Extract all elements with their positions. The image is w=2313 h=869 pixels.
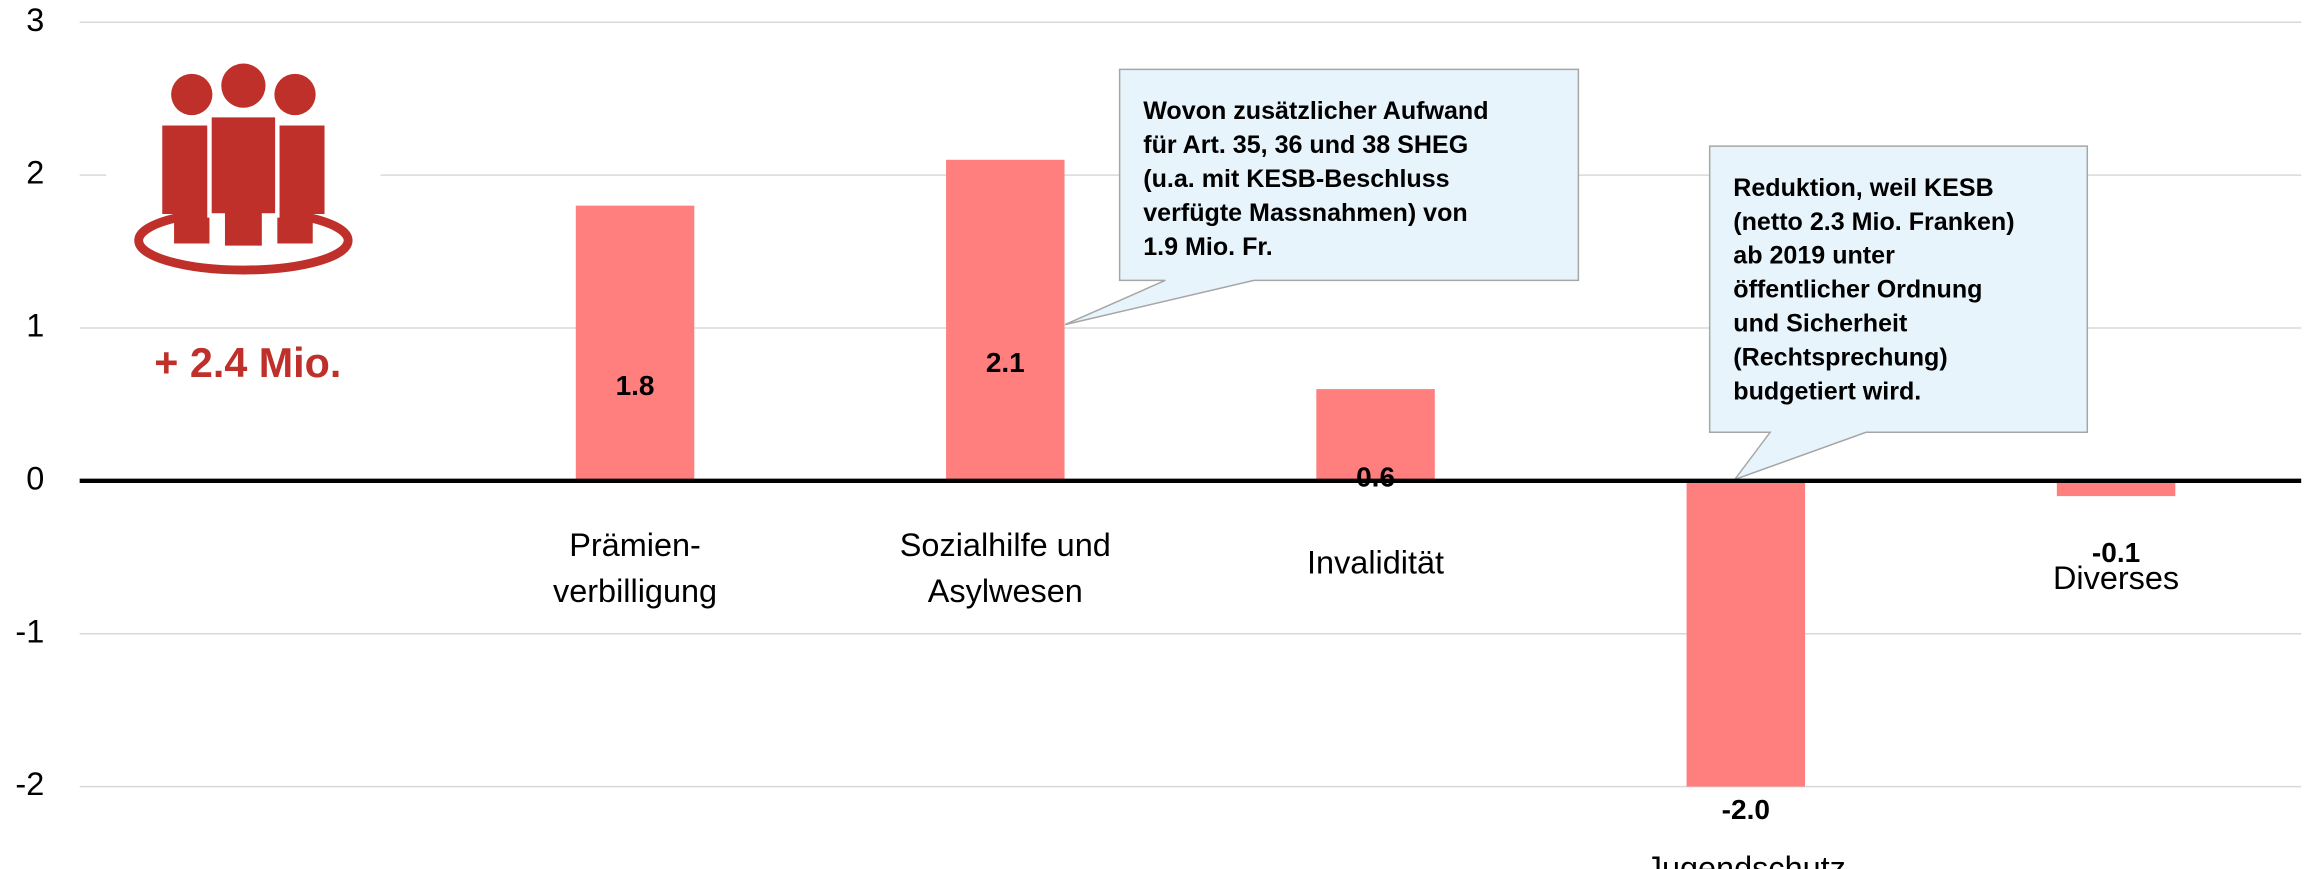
bar: [1686, 480, 1806, 787]
y-tick-label: -2: [15, 766, 44, 802]
icon-body: [265, 125, 325, 244]
value-label: 2.1: [986, 347, 1025, 378]
value-label: -2.0: [1722, 794, 1770, 825]
x-tick-label: Invalidität: [1307, 544, 1444, 580]
callout-box: [1064, 68, 1580, 326]
bar: [946, 159, 1065, 481]
y-tick-label: 2: [26, 155, 44, 191]
y-tick-label: -1: [15, 613, 44, 649]
y-tick-label: 0: [26, 460, 44, 496]
bar: [1316, 389, 1435, 481]
value-label: 0.6: [1356, 462, 1395, 493]
icon-head: [274, 73, 316, 116]
icon-body: [207, 112, 280, 251]
bar: [575, 205, 695, 481]
callout: Reduktion, weil KESB (netto 2.3 Mio. Fran…: [1708, 145, 2089, 482]
callout-box: [1708, 145, 2089, 482]
icon-head: [221, 63, 266, 108]
icon-body: [162, 125, 222, 244]
callout-text: Reduktion, weil KESB (netto 2.3 Mio. Fran…: [1733, 174, 2014, 406]
icon-head: [171, 73, 213, 116]
callout: Wovon zusätzlicher Aufwand für Art. 35, 3…: [1064, 68, 1580, 326]
people-icon: [106, 59, 381, 296]
x-tick-label: Diverses: [2053, 560, 2179, 596]
x-tick-label: Sozialhilfe und Asylwesen: [900, 527, 1111, 609]
total-label: + 2.4 Mio.: [154, 340, 341, 386]
x-tick-label: Prämien-verbilligung: [553, 527, 717, 609]
bars: 1.8 Prämien-verbilligung 2.1 Sozialhilfe un…: [553, 159, 2179, 869]
x-tick-label: Jugendschutz: [1646, 850, 1846, 869]
value-label: 1.8: [616, 370, 655, 401]
value-label: -0.1: [2092, 537, 2140, 568]
callout-text: Wovon zusätzlicher Aufwand für Art. 35, 3…: [1143, 97, 1488, 261]
y-tick-label: 1: [26, 308, 44, 344]
y-tick-label: 3: [26, 2, 44, 38]
bar: [2056, 480, 2176, 497]
